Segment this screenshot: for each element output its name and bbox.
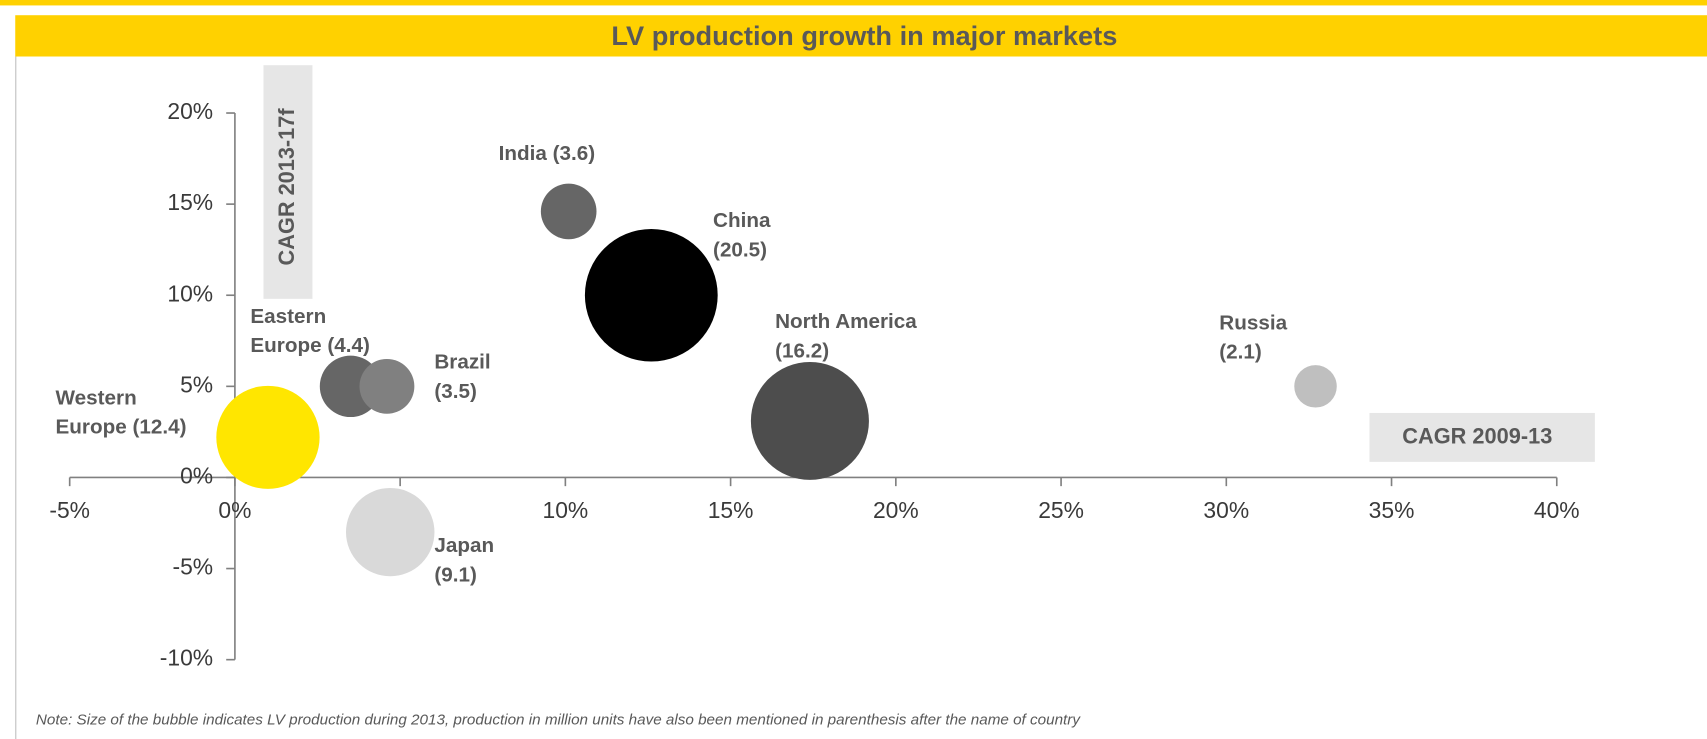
y-tick-label: -5% [172,554,213,580]
bubble [1294,365,1337,408]
bubble [540,183,597,240]
bubble [345,487,435,577]
title-band [15,15,1707,57]
bubble-label: North America [775,310,917,333]
x-tick-label: 35% [1369,497,1415,523]
y-axis-label: CAGR 2013-17f [274,108,299,266]
x-axis-label: CAGR 2009-13 [1402,424,1552,449]
note: Note: Size of the bubble indicates LV pr… [36,712,1081,729]
bubble-label: (2.1) [1219,341,1262,364]
bubble-label: Japan [434,534,494,557]
bubble [584,228,718,362]
bubble-label: Russia [1219,311,1287,334]
x-tick-label: 40% [1534,497,1580,523]
x-tick-label: 0% [218,497,251,523]
bubble-label: (20.5) [713,239,767,262]
y-tick-label: -10% [160,645,213,671]
bubble [359,358,415,414]
y-tick-label: 15% [167,189,213,215]
x-tick-label: 20% [873,497,919,523]
top-rule [0,0,1707,6]
bubble-label: Europe (4.4) [250,334,369,357]
bubble-label: (9.1) [434,563,477,586]
x-label-box [1369,412,1595,462]
x-tick-label: 30% [1203,497,1249,523]
y-tick-label: 0% [180,462,213,488]
y-tick-label: 5% [180,371,213,397]
x-tick-label: 25% [1038,497,1084,523]
bubble-label: (16.2) [775,340,829,363]
bubble-label: China [713,209,771,232]
x-tick-label: -5% [49,497,90,523]
bubble-label: (3.5) [434,380,477,403]
bubble-label: India (3.6) [499,142,596,165]
bubble-label: Western [56,386,137,409]
bubble-label: Europe (12.4) [56,416,187,439]
x-tick-label: 15% [708,497,754,523]
bubble [750,362,869,480]
x-tick-label: 10% [542,497,588,523]
bubble [216,385,320,489]
bubble-label: Eastern [250,305,326,328]
y-label-box [263,65,313,299]
y-tick-label: 20% [167,98,213,124]
chart-title: LV production growth in major markets [611,20,1117,51]
bubble-label: Brazil [434,350,490,373]
y-tick-label: 10% [167,280,213,306]
